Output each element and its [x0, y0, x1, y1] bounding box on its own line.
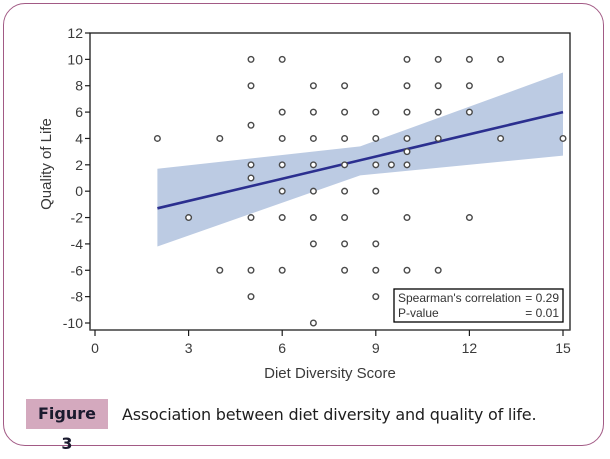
- y-tick-label: 8: [75, 78, 83, 94]
- data-point: [309, 82, 317, 90]
- data-point: [309, 161, 317, 169]
- figure-caption-text: Association between diet diversity and q…: [122, 404, 537, 424]
- data-point: [278, 214, 286, 222]
- fit-line: [157, 110, 564, 210]
- data-point: [434, 55, 442, 63]
- data-point: [372, 240, 380, 248]
- data-point: [247, 174, 255, 182]
- data-point: [387, 161, 395, 169]
- data-point: [341, 240, 349, 248]
- data-point: [403, 214, 411, 222]
- stats-label-pvalue: P-value: [398, 306, 439, 320]
- data-point: [465, 55, 473, 63]
- y-tick-label: -10: [63, 315, 83, 331]
- x-tick-label: 9: [372, 340, 380, 356]
- data-point: [309, 214, 317, 222]
- data-point: [341, 266, 349, 274]
- data-point: [341, 134, 349, 142]
- x-tick-label: 6: [278, 340, 286, 356]
- data-point: [434, 266, 442, 274]
- data-point: [216, 134, 224, 142]
- data-point: [372, 187, 380, 195]
- y-tick-label: 4: [75, 130, 83, 146]
- y-tick-label: 12: [67, 25, 83, 41]
- data-point: [309, 134, 317, 142]
- data-point: [434, 108, 442, 116]
- data-point: [465, 214, 473, 222]
- data-point: [497, 55, 505, 63]
- x-tick-label: 15: [555, 340, 571, 356]
- data-point: [247, 161, 255, 169]
- stats-value-pvalue: = 0.01: [525, 306, 559, 320]
- data-point: [309, 187, 317, 195]
- data-point: [465, 108, 473, 116]
- y-tick-label: 0: [75, 183, 83, 199]
- x-axis-title: Diet Diversity Score: [264, 365, 396, 382]
- data-point: [247, 293, 255, 301]
- data-point: [372, 108, 380, 116]
- data-point: [341, 108, 349, 116]
- data-point: [372, 161, 380, 169]
- data-point: [497, 134, 505, 142]
- data-point: [341, 161, 349, 169]
- data-point: [278, 108, 286, 116]
- scatter-chart: 12 10 8 6 4 2 0 -2 -4 -6 -8 -10 0 3 6 9 12 15 Spearman's …: [38, 25, 571, 382]
- y-tick-label: 10: [67, 51, 83, 67]
- data-point: [372, 134, 380, 142]
- data-point: [403, 108, 411, 116]
- figure-frame: [3, 3, 604, 446]
- data-point: [341, 82, 349, 90]
- data-point: [403, 55, 411, 63]
- data-point: [309, 240, 317, 248]
- data-point: [278, 266, 286, 274]
- stats-label-correlation: Spearman's correlation: [398, 291, 521, 305]
- data-point: [278, 161, 286, 169]
- data-point: [247, 266, 255, 274]
- data-point: [185, 214, 193, 222]
- figure-label: Figure 3: [26, 399, 108, 453]
- data-point: [247, 214, 255, 222]
- stats-box: [393, 288, 564, 323]
- data-point: [465, 82, 473, 90]
- y-tick-label: -6: [71, 262, 84, 278]
- y-axis-title: Quality of Life: [38, 118, 55, 210]
- data-point: [341, 187, 349, 195]
- data-point: [247, 82, 255, 90]
- data-point: [403, 134, 411, 142]
- data-point: [278, 187, 286, 195]
- x-tick-label: 0: [91, 340, 99, 356]
- y-tick-label: -2: [71, 210, 84, 226]
- data-point: [278, 55, 286, 63]
- data-point: [434, 134, 442, 142]
- data-point: [372, 293, 380, 301]
- x-tick-label: 12: [462, 340, 478, 356]
- data-point: [403, 82, 411, 90]
- data-point: [403, 266, 411, 274]
- data-point: [153, 134, 161, 142]
- data-point: [434, 82, 442, 90]
- figure-caption: Figure 3 Association between diet divers…: [26, 399, 537, 453]
- y-tick-label: 2: [75, 157, 83, 173]
- data-point: [247, 55, 255, 63]
- data-point: [403, 148, 411, 156]
- y-tick-label: 6: [75, 104, 83, 120]
- x-tick-label: 3: [185, 340, 193, 356]
- data-point: [309, 319, 317, 327]
- y-tick-label: -4: [71, 236, 84, 252]
- data-point: [278, 134, 286, 142]
- data-point: [309, 108, 317, 116]
- stats-value-correlation: = 0.29: [525, 291, 559, 305]
- data-point: [559, 134, 567, 142]
- data-point: [216, 266, 224, 274]
- data-point: [403, 161, 411, 169]
- data-point: [341, 214, 349, 222]
- y-tick-label: -8: [71, 289, 84, 305]
- data-point: [247, 121, 255, 129]
- data-point: [372, 266, 380, 274]
